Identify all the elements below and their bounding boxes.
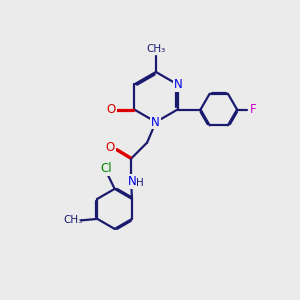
Text: H: H [136, 178, 144, 188]
Text: CH₃: CH₃ [64, 215, 83, 225]
Text: F: F [250, 103, 256, 116]
Text: N: N [128, 175, 137, 188]
Text: O: O [106, 141, 115, 154]
Text: Cl: Cl [100, 162, 112, 175]
Text: O: O [106, 103, 116, 116]
Text: N: N [151, 116, 160, 128]
Text: N: N [174, 78, 183, 91]
Text: CH₃: CH₃ [146, 44, 166, 54]
